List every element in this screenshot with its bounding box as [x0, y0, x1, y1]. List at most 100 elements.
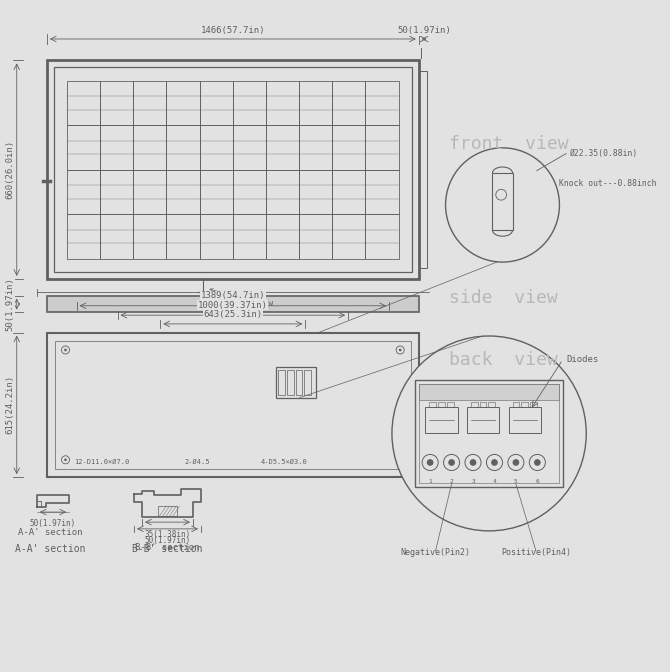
Text: 2-Ø4.5: 2-Ø4.5: [185, 459, 210, 464]
Text: A-A' section: A-A' section: [15, 544, 86, 554]
Text: back  view: back view: [449, 351, 557, 368]
Text: 3: 3: [471, 479, 475, 484]
Text: 50(1.97in): 50(1.97in): [6, 278, 15, 331]
Text: Positive(Pin4): Positive(Pin4): [501, 548, 571, 556]
Bar: [415, 380, 563, 487]
Bar: [287, 370, 293, 395]
Text: 6: 6: [535, 479, 539, 484]
Bar: [100, 125, 133, 169]
Text: 5: 5: [514, 479, 518, 484]
Text: Knock out---0.88inch: Knock out---0.88inch: [559, 179, 657, 188]
Circle shape: [399, 349, 401, 351]
Text: 2: 2: [450, 479, 454, 484]
Text: Diodes: Diodes: [566, 355, 598, 364]
Text: 12-D11.0×Ø7.0: 12-D11.0×Ø7.0: [74, 459, 129, 464]
Text: 1389(54.7in): 1389(54.7in): [200, 292, 265, 300]
Circle shape: [448, 459, 455, 466]
Bar: [521, 402, 528, 407]
Bar: [47, 333, 419, 477]
Text: 1: 1: [428, 479, 432, 484]
Bar: [266, 214, 299, 259]
Bar: [419, 71, 427, 268]
Bar: [200, 169, 233, 214]
Bar: [266, 125, 299, 169]
Bar: [278, 370, 285, 395]
Text: 1466(57.7in): 1466(57.7in): [200, 26, 265, 36]
Bar: [467, 407, 499, 433]
Bar: [100, 214, 133, 259]
Bar: [438, 402, 445, 407]
Bar: [480, 402, 486, 407]
Bar: [166, 169, 200, 214]
Circle shape: [427, 459, 433, 466]
Bar: [332, 214, 366, 259]
Bar: [166, 214, 200, 259]
Circle shape: [64, 349, 67, 351]
Text: A-A' section: A-A' section: [18, 528, 82, 536]
Bar: [429, 402, 436, 407]
Text: 4-D5.5×Ø3.0: 4-D5.5×Ø3.0: [261, 459, 308, 464]
Bar: [366, 81, 399, 125]
Bar: [447, 402, 454, 407]
Bar: [67, 81, 100, 125]
Bar: [513, 402, 519, 407]
Bar: [299, 81, 332, 125]
Circle shape: [446, 148, 559, 262]
Circle shape: [513, 459, 519, 466]
Circle shape: [491, 459, 498, 466]
Bar: [55, 341, 411, 469]
Bar: [166, 81, 200, 125]
Bar: [166, 125, 200, 169]
Bar: [233, 81, 266, 125]
Bar: [295, 370, 302, 395]
Text: 615(24.2in): 615(24.2in): [6, 376, 15, 434]
Text: side  view: side view: [449, 289, 557, 306]
Bar: [133, 214, 166, 259]
Bar: [425, 407, 458, 433]
Bar: [233, 125, 266, 169]
Bar: [492, 173, 513, 230]
Bar: [47, 296, 419, 312]
Text: 643(25.3in): 643(25.3in): [203, 310, 263, 319]
Bar: [419, 384, 559, 400]
Bar: [133, 81, 166, 125]
Text: 50(1.97in): 50(1.97in): [397, 26, 451, 36]
Text: 35(1.38in): 35(1.38in): [144, 530, 191, 538]
Bar: [133, 125, 166, 169]
Bar: [266, 81, 299, 125]
Bar: [509, 407, 541, 433]
Bar: [233, 169, 266, 214]
Bar: [200, 81, 233, 125]
Bar: [366, 214, 399, 259]
Bar: [200, 125, 233, 169]
Bar: [200, 214, 233, 259]
Text: screw: screw: [210, 288, 273, 308]
Circle shape: [399, 458, 401, 461]
Bar: [133, 169, 166, 214]
Bar: [304, 370, 311, 395]
Bar: [67, 125, 100, 169]
Bar: [366, 169, 399, 214]
Text: Ø22.35(0.88in): Ø22.35(0.88in): [570, 149, 638, 158]
Bar: [419, 384, 559, 483]
Text: front  view: front view: [449, 136, 569, 153]
Text: B-B' section: B-B' section: [135, 543, 200, 552]
Bar: [332, 81, 366, 125]
Bar: [299, 125, 332, 169]
Circle shape: [64, 458, 67, 461]
Circle shape: [534, 459, 541, 466]
Text: B-B' section: B-B' section: [132, 544, 203, 554]
Bar: [67, 214, 100, 259]
Bar: [471, 402, 478, 407]
Bar: [54, 67, 412, 272]
Bar: [332, 125, 366, 169]
Bar: [158, 506, 177, 516]
Bar: [100, 169, 133, 214]
Bar: [47, 60, 419, 279]
Circle shape: [392, 336, 586, 531]
Bar: [488, 402, 495, 407]
Text: 50(1.97in): 50(1.97in): [144, 536, 191, 545]
Bar: [530, 402, 537, 407]
Bar: [233, 214, 266, 259]
Text: 1000(39.37in): 1000(39.37in): [198, 301, 268, 310]
